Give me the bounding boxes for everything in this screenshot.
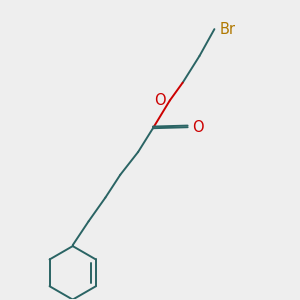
Text: O: O [154,93,166,108]
Text: O: O [193,120,204,135]
Text: Br: Br [219,22,236,37]
